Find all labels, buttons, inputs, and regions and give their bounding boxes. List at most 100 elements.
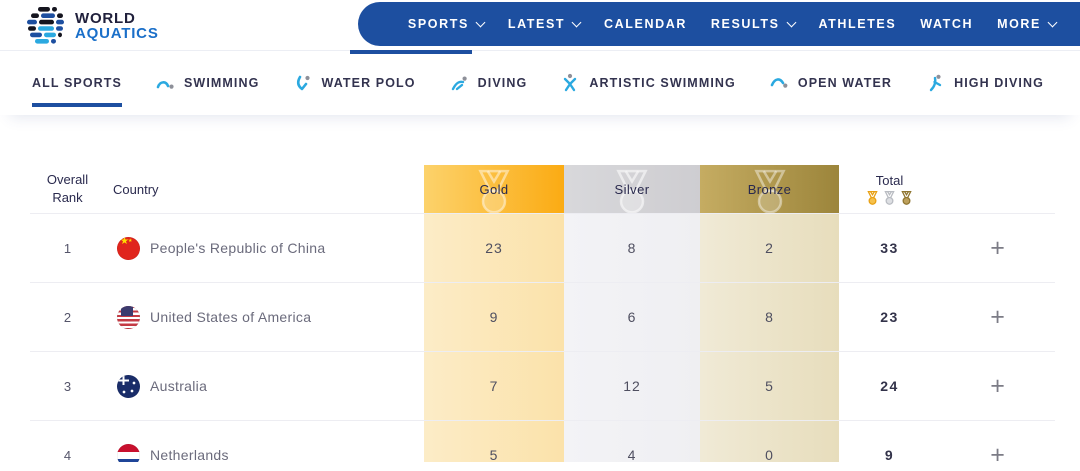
nav-label: CALENDAR xyxy=(604,17,687,31)
country-flag xyxy=(117,374,140,398)
nav-label: WATCH xyxy=(920,17,974,31)
nav-label: ATHLETES xyxy=(818,17,897,31)
brand-word-world: WORLD xyxy=(75,10,136,27)
filter-water-polo[interactable]: WATER POLO xyxy=(293,51,416,115)
chevron-down-icon xyxy=(475,17,486,27)
nav-label: RESULTS xyxy=(710,17,780,31)
gold-count: 9 xyxy=(424,283,564,351)
filter-diving[interactable]: DIVING xyxy=(449,51,528,115)
gold-count: 7 xyxy=(424,352,564,420)
rank-value: 1 xyxy=(63,240,72,256)
bronze-medal-icon xyxy=(901,191,912,205)
expand-row-button[interactable]: + xyxy=(990,371,1005,400)
nav-item-latest[interactable]: LATEST xyxy=(507,17,582,31)
bronze-count: 2 xyxy=(700,214,839,282)
country-cell: United States of America xyxy=(105,283,424,351)
nav-item-sports[interactable]: SPORTS xyxy=(407,17,486,31)
chevron-down-icon xyxy=(1047,17,1058,27)
high-diving-icon xyxy=(929,74,942,92)
filter-all-sports[interactable]: ALL SPORTS xyxy=(32,51,122,115)
nav-label: LATEST xyxy=(507,17,566,31)
medal-icon xyxy=(616,169,648,213)
chevron-down-icon xyxy=(571,17,582,27)
header-country: Country xyxy=(113,181,159,197)
filter-open-water[interactable]: OPEN WATER xyxy=(769,51,892,115)
header-total: Total xyxy=(839,165,940,213)
sports-active-underline xyxy=(350,50,472,54)
silver-count: 4 xyxy=(564,421,700,462)
filter-label: WATER POLO xyxy=(321,76,416,90)
header-bronze: Bronze xyxy=(700,165,839,213)
country-name: Australia xyxy=(150,378,208,394)
table-row: 2 United States of America 9 6 8 23 + xyxy=(30,282,1055,351)
header-gold: Gold xyxy=(424,165,564,213)
header-silver: Silver xyxy=(564,165,700,213)
total-medals-icons xyxy=(866,191,913,205)
medal-icon xyxy=(478,169,510,213)
medal-icon xyxy=(753,169,786,213)
silver-medal-icon xyxy=(884,191,895,205)
total-count: 23 xyxy=(880,309,899,325)
silver-count: 12 xyxy=(564,352,700,420)
rank-value: 2 xyxy=(63,309,72,325)
filter-artistic-swimming[interactable]: ARTISTIC SWIMMING xyxy=(560,51,735,115)
brand-word-aquatics: AQUATICS xyxy=(75,25,159,42)
nav-item-watch[interactable]: WATCH xyxy=(920,17,973,31)
expand-row-button[interactable]: + xyxy=(990,440,1005,462)
globe-icon xyxy=(27,7,64,44)
nav-item-more[interactable]: MORE xyxy=(997,17,1058,31)
table-row: 4 Netherlands 5 4 0 9 + xyxy=(30,420,1055,462)
gold-count: 23 xyxy=(424,214,564,282)
bronze-count: 0 xyxy=(700,421,839,462)
total-count: 24 xyxy=(880,378,899,394)
filter-high-diving[interactable]: HIGH DIVING xyxy=(925,51,1044,115)
country-flag xyxy=(117,236,140,260)
filter-label: ALL SPORTS xyxy=(32,76,122,90)
country-cell: Netherlands xyxy=(105,421,424,462)
water-polo-icon xyxy=(296,75,310,91)
country-cell: Australia xyxy=(105,352,424,420)
diving-icon xyxy=(451,76,467,91)
filter-label: SWIMMING xyxy=(184,76,260,90)
total-count: 9 xyxy=(884,447,895,462)
gold-medal-icon xyxy=(867,191,878,205)
country-cell: People's Republic of China xyxy=(105,214,424,282)
medal-table-header: Overall Rank Country Gold Silver xyxy=(30,165,1055,213)
filter-label: ARTISTIC SWIMMING xyxy=(589,76,736,90)
filter-label: OPEN WATER xyxy=(797,76,893,90)
gold-count: 5 xyxy=(424,421,564,462)
nav-item-results[interactable]: RESULTS xyxy=(710,17,796,31)
country-flag xyxy=(117,305,140,329)
country-name: Netherlands xyxy=(150,447,229,462)
filter-swimming[interactable]: SWIMMING xyxy=(155,51,259,115)
swimming-icon xyxy=(156,81,174,89)
sport-filter-bar: ALL SPORTS SWIMMING WATER POLO DIVING AR… xyxy=(0,51,1080,115)
table-row: 3 Australia 7 12 5 24 + xyxy=(30,351,1055,420)
open-water-icon xyxy=(770,78,788,88)
filter-label: DIVING xyxy=(477,76,528,90)
expand-row-button[interactable]: + xyxy=(990,233,1005,262)
header-overall-rank: Overall Rank xyxy=(46,172,89,205)
chevron-down-icon xyxy=(786,17,796,27)
artistic-swimming-icon xyxy=(564,73,577,92)
table-row: 1 People's Republic of China 23 8 2 33 + xyxy=(30,213,1055,282)
nav-item-athletes[interactable]: ATHLETES xyxy=(818,17,896,31)
nav-label: MORE xyxy=(997,17,1041,31)
bronze-count: 8 xyxy=(700,283,839,351)
world-aquatics-logo[interactable]: WORLD AQUATICS xyxy=(26,6,159,46)
site-header: WORLD AQUATICS SPORTS LATEST CALENDAR RE… xyxy=(0,0,1080,51)
country-flag xyxy=(117,443,140,462)
country-name: People's Republic of China xyxy=(150,240,326,256)
medal-table: Overall Rank Country Gold Silver xyxy=(30,165,1055,462)
country-name: United States of America xyxy=(150,309,312,325)
rank-value: 3 xyxy=(63,378,72,394)
expand-row-button[interactable]: + xyxy=(990,302,1005,331)
nav-item-calendar[interactable]: CALENDAR xyxy=(604,17,687,31)
main-nav: SPORTS LATEST CALENDAR RESULTS ATHLETES … xyxy=(358,2,1080,46)
header-expand-spacer xyxy=(940,165,1055,213)
total-count: 33 xyxy=(880,240,899,256)
bronze-count: 5 xyxy=(700,352,839,420)
silver-count: 8 xyxy=(564,214,700,282)
nav-label: SPORTS xyxy=(407,17,469,31)
filter-label: HIGH DIVING xyxy=(954,76,1044,90)
